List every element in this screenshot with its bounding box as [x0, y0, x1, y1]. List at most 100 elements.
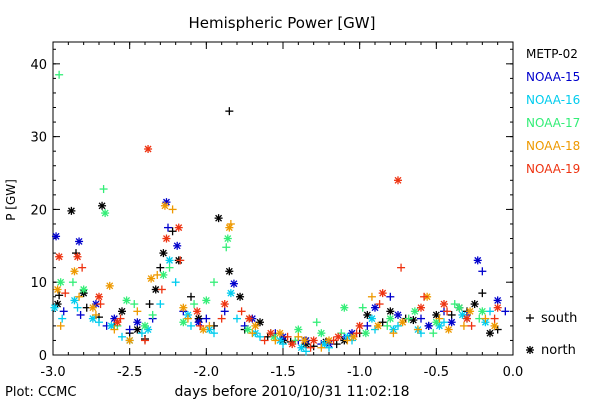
data-point-south — [61, 289, 70, 298]
data-point-north — [490, 321, 499, 330]
data-point-north — [53, 285, 62, 294]
data-point-south — [137, 329, 146, 338]
data-point-north — [355, 321, 364, 330]
data-point-north — [386, 314, 395, 323]
data-point-south — [435, 314, 444, 323]
data-point-south — [99, 185, 108, 194]
data-point-north — [309, 336, 318, 345]
data-point-south — [141, 336, 149, 345]
data-point-north — [432, 310, 441, 319]
data-point-south — [56, 321, 65, 330]
data-marks — [50, 70, 510, 356]
data-point-north — [193, 307, 202, 316]
data-point-north — [294, 325, 303, 334]
axes: -3.0 -2.5 -2.0 -1.5 -1.0 -0.5 0.0 0 10 20 30 40 — [30, 42, 523, 380]
series-noaa-17 — [55, 70, 487, 345]
data-point-south — [343, 336, 352, 345]
data-point-south — [55, 70, 64, 79]
x-tick-label: -2.0 — [194, 365, 219, 380]
data-point-north — [159, 249, 168, 258]
data-point-north — [478, 307, 487, 316]
chart-title: Hemispheric Power [GW] — [189, 14, 376, 32]
data-point-south — [248, 329, 257, 338]
data-point-south — [233, 314, 241, 323]
data-point-north — [386, 307, 395, 316]
data-point-south — [153, 270, 162, 279]
data-point-north — [214, 214, 223, 223]
data-point-north — [225, 267, 234, 276]
data-point-south — [447, 310, 456, 319]
data-point-south — [420, 292, 429, 301]
data-point-north — [202, 296, 211, 305]
data-point-north — [88, 314, 97, 323]
data-point-north — [162, 234, 171, 243]
data-point-south — [271, 336, 280, 345]
data-point-north — [394, 176, 402, 185]
data-point-north — [455, 303, 464, 312]
data-point-south — [59, 307, 68, 316]
data-point-north — [75, 237, 84, 246]
data-point-south — [96, 300, 105, 309]
data-point-north — [317, 329, 326, 338]
data-point-south — [367, 292, 376, 301]
data-point-north — [88, 303, 97, 312]
y-tick-label: 40 — [30, 58, 47, 73]
x-tick-label: -0.5 — [424, 365, 449, 380]
legend-entry: NOAA-16 — [526, 93, 580, 107]
data-point-south — [397, 263, 406, 272]
data-point-south — [443, 307, 452, 316]
data-point-south — [383, 321, 392, 330]
series-noaa-19 — [55, 145, 502, 352]
data-point-north — [378, 289, 387, 298]
data-point-south — [110, 325, 119, 334]
data-point-south — [202, 314, 211, 323]
data-point-south — [329, 336, 338, 345]
data-point-north — [466, 307, 475, 316]
data-point-south — [490, 314, 499, 323]
data-point-south — [68, 278, 77, 287]
data-point-south — [501, 307, 510, 316]
data-point-south — [187, 321, 195, 330]
data-point-south — [220, 307, 229, 316]
data-point-north — [133, 325, 142, 334]
data-point-south — [478, 289, 487, 298]
data-point-north — [367, 314, 376, 323]
data-point-north — [220, 300, 229, 309]
data-point-north — [424, 321, 433, 330]
legend-entry: NOAA-18 — [526, 139, 580, 153]
x-axis-label: days before 2010/10/31 11:02:18 — [174, 384, 409, 400]
data-point-south — [156, 300, 165, 309]
data-point-north — [122, 296, 131, 305]
data-point-north — [394, 310, 402, 319]
data-point-north — [144, 145, 153, 154]
data-point-south — [325, 343, 333, 352]
data-point-south — [256, 332, 264, 341]
legend-entry: NOAA-15 — [526, 70, 580, 84]
data-point-north — [179, 303, 188, 312]
data-point-south — [168, 205, 177, 214]
data-point-north — [70, 296, 79, 305]
data-point-south — [76, 310, 85, 319]
data-point-north — [179, 318, 188, 327]
data-point-south — [386, 292, 395, 301]
y-tick-label: 30 — [30, 131, 47, 146]
data-point-north — [223, 234, 232, 243]
data-point-south — [73, 303, 82, 312]
series-metp-02 — [53, 107, 502, 351]
data-point-north — [409, 316, 418, 325]
y-axis-label: P [GW] — [4, 179, 18, 221]
data-point-south — [157, 285, 166, 294]
data-point-south — [171, 278, 180, 287]
legend-south-label: south — [541, 311, 577, 326]
data-point-south — [358, 303, 367, 312]
data-point-north — [165, 256, 174, 265]
data-point-south — [312, 318, 321, 327]
data-point-north — [79, 285, 88, 294]
data-point-south — [481, 314, 490, 323]
data-point-south — [225, 107, 234, 116]
x-tick-label: -2.5 — [117, 365, 142, 380]
data-point-south — [413, 325, 422, 334]
data-point-north — [363, 310, 372, 319]
data-point-north — [105, 281, 114, 290]
